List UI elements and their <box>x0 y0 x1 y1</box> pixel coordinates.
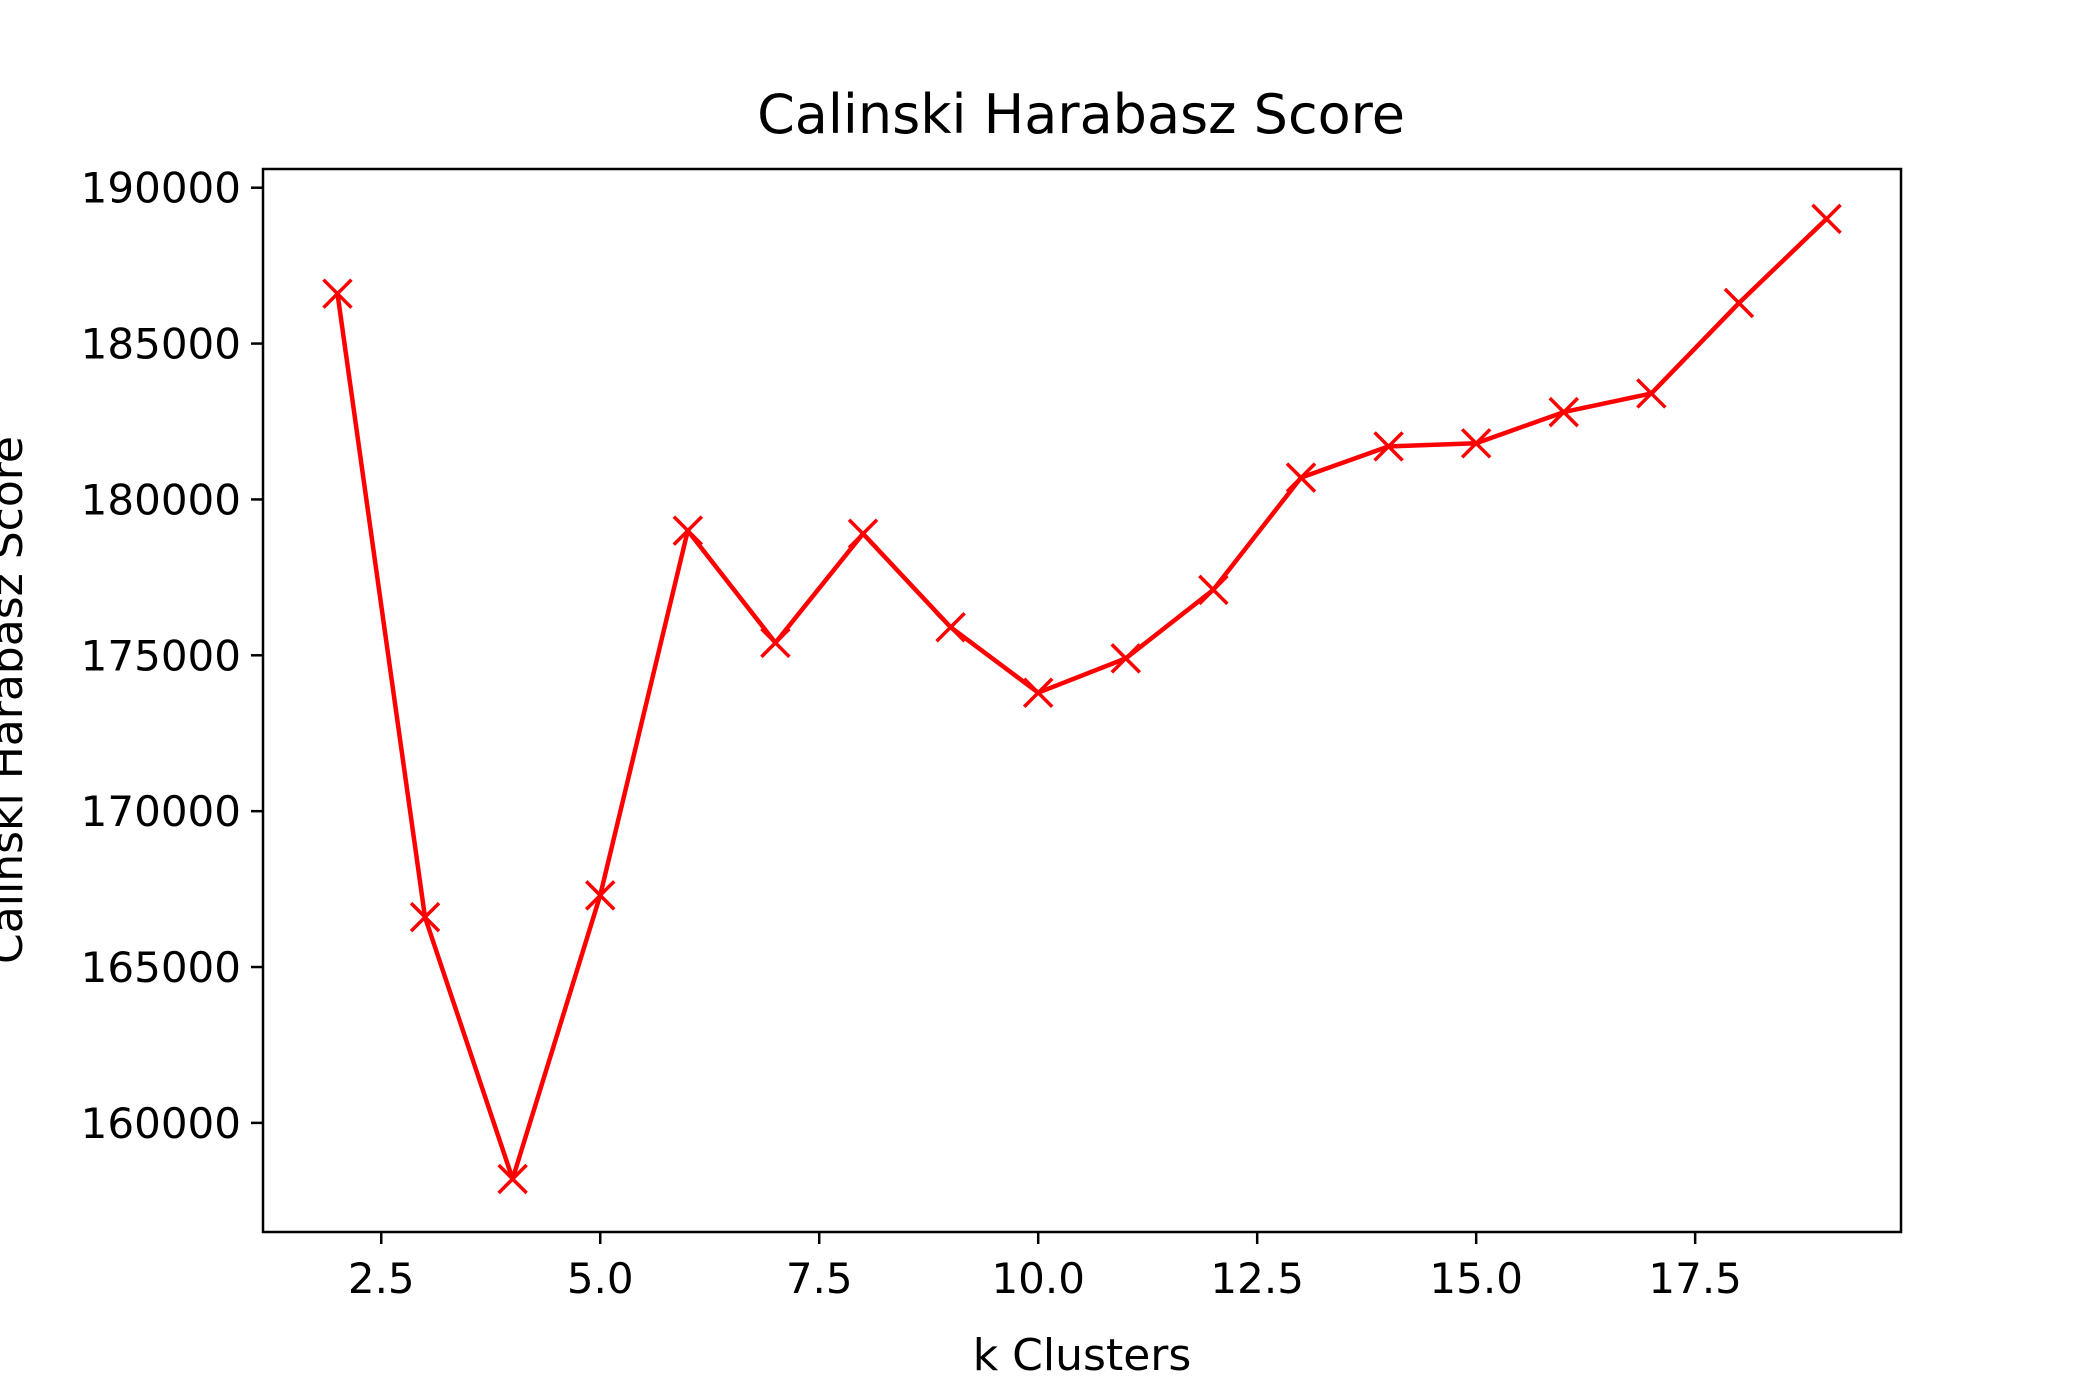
data-point <box>935 612 966 643</box>
y-tick-label: 185000 <box>81 320 241 369</box>
x-tick-label: 17.5 <box>1648 1254 1742 1303</box>
data-point <box>1198 574 1229 606</box>
x-axis: 2.5 5.0 7.5 10.0 12.5 15.0 17.5 <box>348 1232 1742 1303</box>
y-tick-label: 180000 <box>81 475 241 524</box>
x-tick-label: 5.0 <box>567 1254 634 1303</box>
data-point <box>1022 677 1054 708</box>
data-point <box>1548 396 1580 428</box>
data-point <box>322 278 353 309</box>
y-tick-label: 165000 <box>81 943 241 992</box>
x-tick-label: 10.0 <box>991 1254 1085 1303</box>
data-point <box>1723 287 1755 319</box>
data-point <box>1373 431 1404 462</box>
data-point <box>584 880 616 911</box>
data-point <box>1636 378 1667 409</box>
y-tick-label: 170000 <box>81 787 241 836</box>
data-point <box>409 901 441 933</box>
y-axis: 160000 165000 170000 175000 180000 185000 1900… <box>81 164 263 1148</box>
data-point <box>497 1163 528 1195</box>
x-tick-label: 7.5 <box>786 1254 853 1303</box>
y-axis-label: Calinski Harabasz Score <box>0 436 33 964</box>
data-point <box>1285 462 1317 493</box>
data-point <box>1110 643 1142 674</box>
y-tick-label: 175000 <box>81 631 241 680</box>
y-tick-label: 160000 <box>81 1099 241 1148</box>
chart-title: Calinski Harabasz Score <box>757 83 1405 146</box>
data-point <box>672 515 704 546</box>
data-point <box>1811 203 1842 235</box>
x-tick-label: 2.5 <box>348 1254 415 1303</box>
plot-area <box>261 167 1903 1234</box>
series-line <box>335 217 1829 1182</box>
series-markers <box>322 203 1842 1195</box>
data-point <box>1460 428 1492 459</box>
x-tick-label: 15.0 <box>1429 1254 1523 1303</box>
y-tick-label: 190000 <box>81 164 241 213</box>
data-point <box>760 627 791 659</box>
x-axis-label: k Clusters <box>973 1330 1192 1381</box>
data-point <box>847 518 879 549</box>
x-tick-label: 12.5 <box>1210 1254 1304 1303</box>
